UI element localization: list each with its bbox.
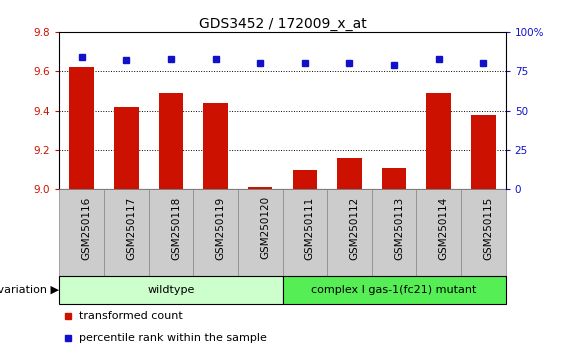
Bar <box>104 189 149 276</box>
Bar <box>59 276 282 304</box>
Bar <box>461 189 506 276</box>
Bar <box>203 103 228 189</box>
Text: GSM250118: GSM250118 <box>171 196 181 259</box>
Text: transformed count: transformed count <box>80 311 183 321</box>
Bar <box>193 189 238 276</box>
Bar <box>238 189 282 276</box>
Bar <box>372 189 416 276</box>
Bar <box>327 189 372 276</box>
Bar <box>149 189 193 276</box>
Bar <box>293 170 317 189</box>
Bar <box>471 115 496 189</box>
Text: GSM250116: GSM250116 <box>81 196 92 259</box>
Bar <box>248 187 272 189</box>
Text: GSM250119: GSM250119 <box>216 196 225 259</box>
Text: GSM250113: GSM250113 <box>394 196 404 259</box>
Text: GSM250114: GSM250114 <box>439 196 449 259</box>
Text: percentile rank within the sample: percentile rank within the sample <box>80 332 267 343</box>
Bar <box>282 276 506 304</box>
Text: GSM250111: GSM250111 <box>305 196 315 259</box>
Bar <box>114 107 138 189</box>
Title: GDS3452 / 172009_x_at: GDS3452 / 172009_x_at <box>199 17 366 31</box>
Text: GSM250112: GSM250112 <box>349 196 359 259</box>
Text: GSM250115: GSM250115 <box>484 196 493 259</box>
Bar <box>416 189 461 276</box>
Bar <box>69 67 94 189</box>
Bar <box>282 189 327 276</box>
Bar <box>159 93 183 189</box>
Text: GSM250120: GSM250120 <box>260 196 270 259</box>
Text: genotype/variation ▶: genotype/variation ▶ <box>0 285 59 295</box>
Text: wildtype: wildtype <box>147 285 194 295</box>
Text: complex I gas-1(fc21) mutant: complex I gas-1(fc21) mutant <box>311 285 477 295</box>
Text: GSM250117: GSM250117 <box>127 196 136 259</box>
Bar <box>382 168 406 189</box>
Bar <box>59 189 104 276</box>
Bar <box>427 93 451 189</box>
Bar <box>337 158 362 189</box>
